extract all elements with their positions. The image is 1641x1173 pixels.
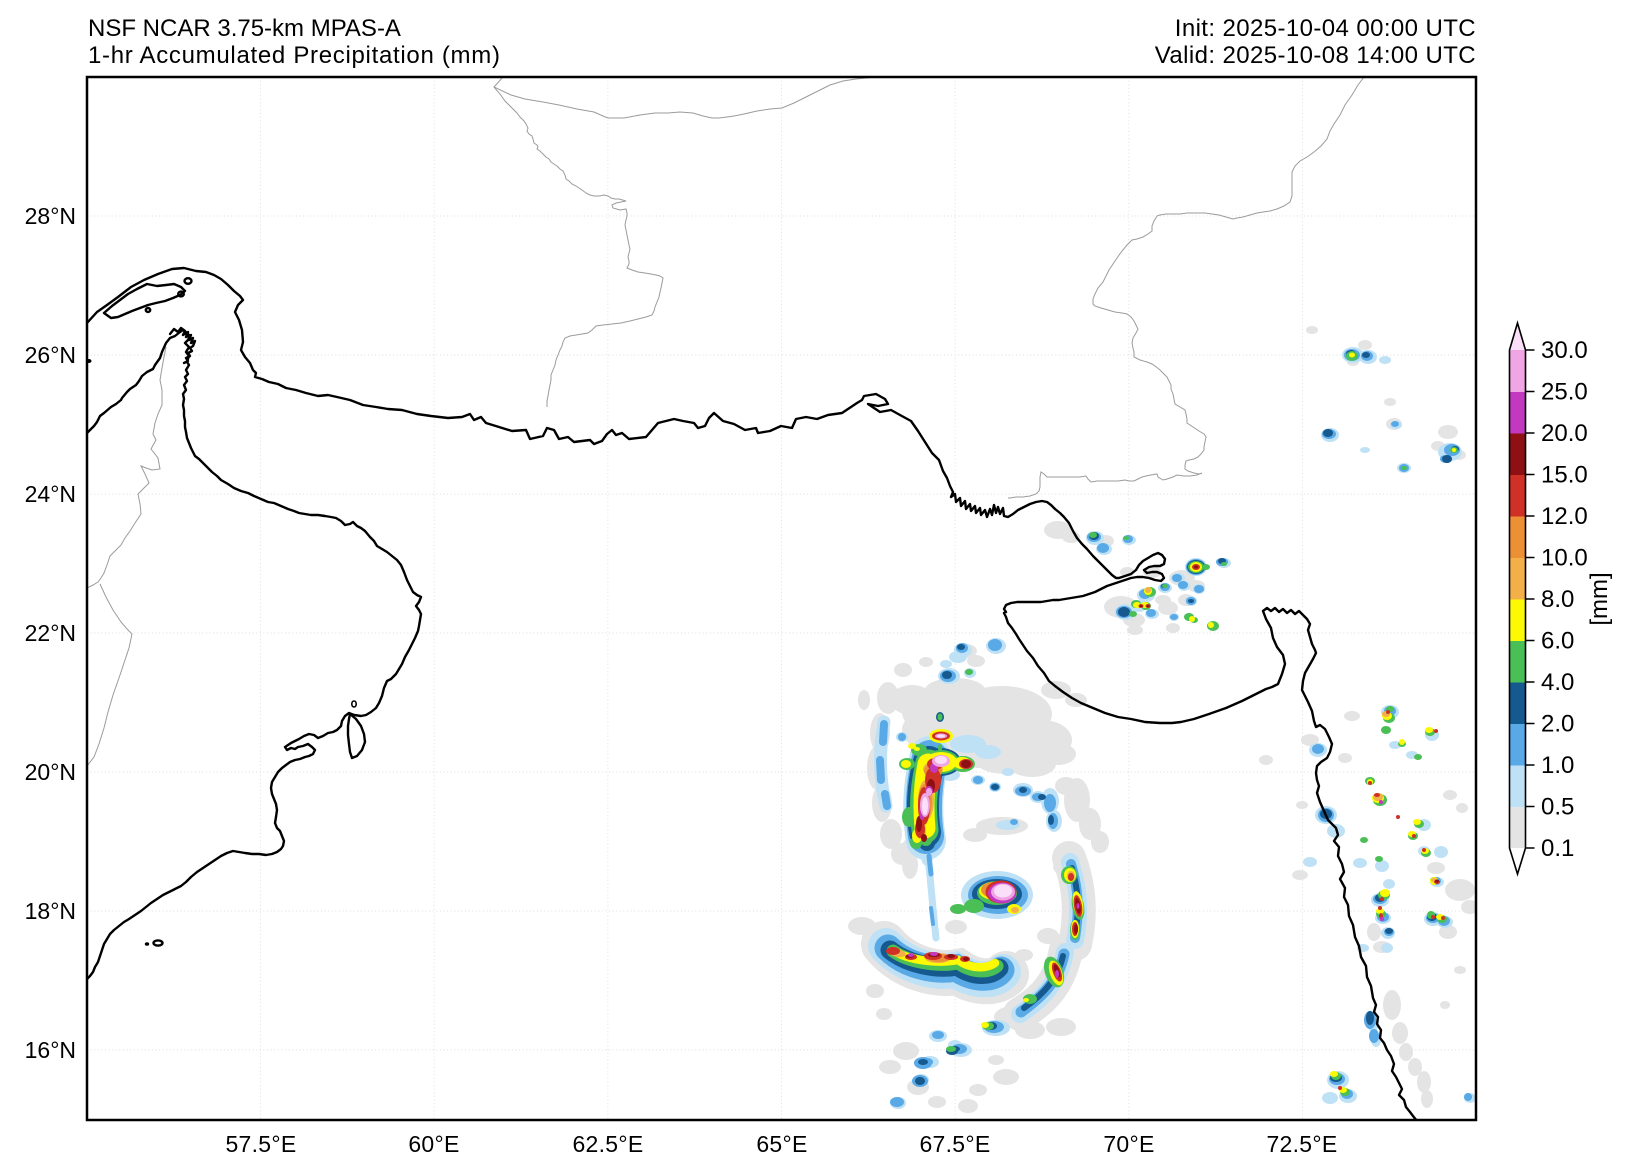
svg-text:NSF NCAR 3.75-km MPAS-A: NSF NCAR 3.75-km MPAS-A	[88, 15, 401, 42]
svg-text:Init: 2025-10-04 00:00 UTC: Init: 2025-10-04 00:00 UTC	[1175, 15, 1476, 42]
svg-text:1-hr Accumulated Precipitation: 1-hr Accumulated Precipitation (mm)	[88, 42, 501, 69]
svg-text:26°N: 26°N	[25, 342, 76, 368]
svg-text:22°N: 22°N	[25, 620, 76, 646]
svg-text:[mm]: [mm]	[1586, 572, 1613, 625]
svg-text:16°N: 16°N	[25, 1037, 76, 1063]
svg-text:0.5: 0.5	[1541, 794, 1574, 821]
svg-text:Valid: 2025-10-08 14:00 UTC: Valid: 2025-10-08 14:00 UTC	[1155, 42, 1476, 69]
svg-text:67.5°E: 67.5°E	[919, 1131, 990, 1157]
svg-text:28°N: 28°N	[25, 203, 76, 229]
svg-text:10.0: 10.0	[1541, 545, 1588, 572]
svg-text:0.1: 0.1	[1541, 835, 1574, 862]
svg-text:24°N: 24°N	[25, 481, 76, 507]
svg-text:15.0: 15.0	[1541, 462, 1588, 489]
svg-text:4.0: 4.0	[1541, 669, 1574, 696]
svg-text:1.0: 1.0	[1541, 752, 1574, 779]
svg-text:20°N: 20°N	[25, 759, 76, 785]
svg-text:20.0: 20.0	[1541, 420, 1588, 447]
svg-text:65°E: 65°E	[756, 1131, 807, 1157]
svg-text:57.5°E: 57.5°E	[225, 1131, 296, 1157]
svg-text:2.0: 2.0	[1541, 711, 1574, 738]
svg-text:30.0: 30.0	[1541, 337, 1588, 364]
svg-text:12.0: 12.0	[1541, 503, 1588, 530]
svg-text:62.5°E: 62.5°E	[572, 1131, 643, 1157]
svg-text:18°N: 18°N	[25, 898, 76, 924]
svg-text:60°E: 60°E	[408, 1131, 459, 1157]
svg-text:70°E: 70°E	[1103, 1131, 1154, 1157]
svg-text:6.0: 6.0	[1541, 628, 1574, 655]
svg-text:25.0: 25.0	[1541, 379, 1588, 406]
svg-text:8.0: 8.0	[1541, 586, 1574, 613]
svg-text:72.5°E: 72.5°E	[1266, 1131, 1337, 1157]
